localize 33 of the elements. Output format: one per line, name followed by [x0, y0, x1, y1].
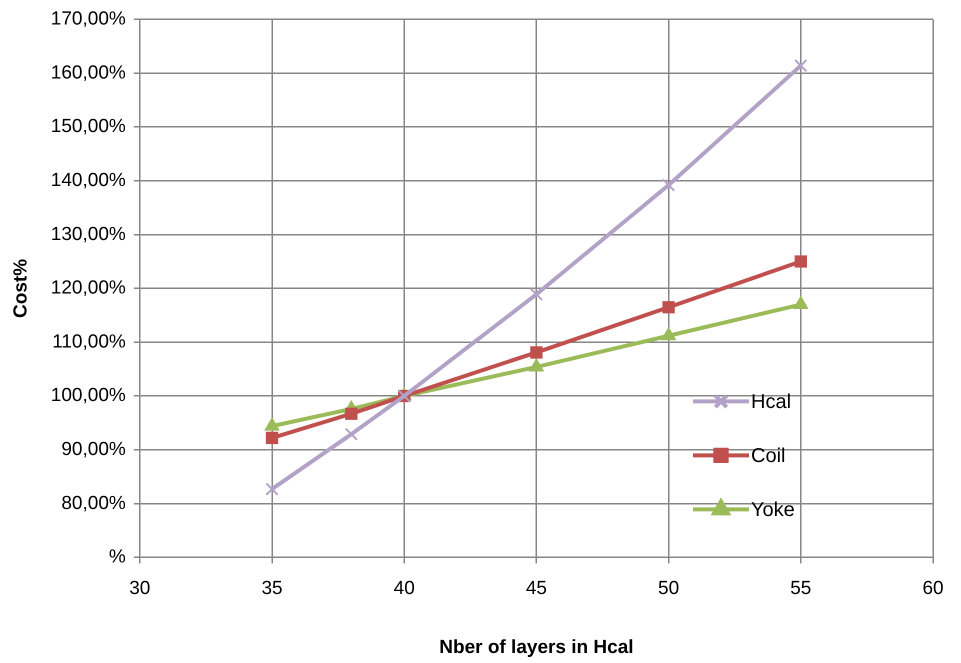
x-tick-label: 50 [658, 578, 680, 600]
x-tick-label: 45 [526, 578, 547, 600]
x-tick-label: 35 [261, 578, 283, 600]
x-tick-label: 60 [922, 578, 944, 600]
x-tick-label: 55 [790, 578, 812, 600]
point [530, 288, 544, 301]
y-tick-label: 150,00% [50, 116, 126, 138]
y-tick-label: 90,00% [61, 439, 126, 460]
y-tick-label: 170,00% [50, 8, 126, 30]
point [662, 178, 676, 192]
y-tick-label: 100,00% [50, 385, 126, 406]
point [266, 432, 278, 444]
legend-label: Yoke [751, 498, 795, 521]
point [662, 301, 675, 314]
y-tick-label: 80,00% [61, 492, 126, 514]
legend-label: Hcal [751, 390, 792, 413]
point [530, 346, 543, 359]
point [344, 428, 358, 441]
point [794, 59, 808, 72]
y-axis-title: Cost% [10, 258, 32, 318]
point [345, 408, 358, 420]
point [794, 255, 807, 268]
y-tick-label: 160,00% [50, 62, 126, 84]
y-tick-label: 140,00% [50, 170, 126, 192]
y-tick-label: % [108, 546, 126, 568]
y-tick-label: 130,00% [50, 224, 126, 245]
x-tick-label: 30 [129, 578, 150, 600]
point [265, 482, 279, 496]
y-tick-label: 110,00% [52, 331, 126, 352]
legend-label: Coil [751, 444, 786, 467]
y-tick-label: 120,00% [50, 278, 126, 299]
x-tick-label: 40 [394, 578, 415, 600]
x-axis-title: Nber of layers in Hcal [439, 636, 634, 658]
